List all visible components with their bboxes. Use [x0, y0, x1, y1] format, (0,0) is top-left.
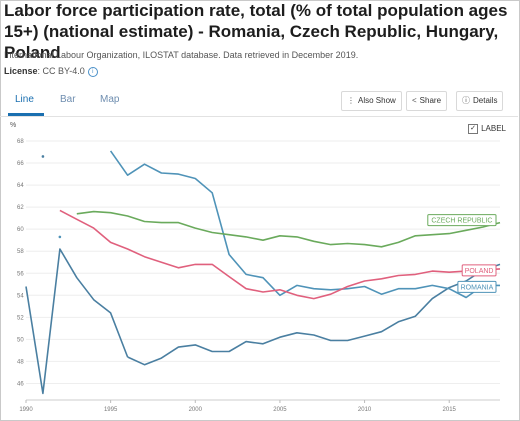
y-tick-label: 62: [17, 205, 24, 211]
y-tick-label: 52: [17, 315, 24, 321]
page-title: Labor force participation rate, total (%…: [4, 1, 508, 62]
also-show-button[interactable]: ⋮ Also Show: [341, 91, 402, 111]
chart-tabs: Line Bar Map ⋮ Also Show < Share ⓘ Details: [0, 86, 518, 117]
y-tick-label: 46: [17, 381, 24, 387]
y-tick-label: 68: [17, 139, 24, 145]
x-tick-label: 2005: [273, 407, 287, 413]
y-tick-label: 56: [17, 271, 24, 277]
more-vertical-icon: ⋮: [347, 96, 355, 105]
license-label: License: [4, 66, 38, 76]
line-chart: % 46 48 50 52 54 56 58 60 62 64 66 68 1990 1995 2000 200…: [10, 122, 501, 413]
label-toggle-text: LABEL: [481, 124, 506, 134]
series-label-poland: POLAND: [465, 268, 494, 275]
x-tick-label: 2000: [189, 407, 203, 413]
data-point-romania: [58, 235, 62, 239]
info-icon[interactable]: i: [87, 66, 98, 77]
also-show-label: Also Show: [358, 96, 396, 105]
data-source: International Labour Organization, ILOST…: [4, 50, 359, 60]
series-label-box-romania: [457, 280, 497, 293]
data-point-hungary: [41, 155, 45, 158]
details-button[interactable]: ⓘ Details: [456, 91, 504, 111]
details-label: Details: [473, 96, 498, 105]
active-tab-indicator: [8, 113, 44, 116]
license: License: CC BY-4.0 i: [4, 66, 98, 77]
y-tick-label: 64: [17, 183, 24, 189]
series-line-poland: [59, 209, 501, 300]
series-label-romania: ROMANIA: [461, 284, 494, 291]
series-label-box-czech: [427, 214, 497, 227]
series-line-czech: [76, 210, 501, 248]
y-axis-unit: %: [10, 122, 16, 129]
y-tick-label: 50: [17, 337, 24, 343]
y-tick-label: 60: [17, 227, 24, 233]
y-tick-label: 54: [17, 293, 24, 299]
share-button[interactable]: < Share: [406, 91, 448, 111]
x-tick-label: 2010: [358, 407, 372, 413]
y-tick-label: 66: [17, 161, 24, 167]
label-checkbox[interactable]: ✓: [468, 124, 479, 134]
x-tick-label: 1990: [19, 407, 33, 413]
series-line-hungary_early: [25, 248, 129, 395]
series-label-czech: CZECH REPUBLIC: [431, 218, 492, 225]
series-label-box-poland: [461, 264, 497, 277]
license-value[interactable]: : CC BY-4.0: [37, 66, 85, 76]
x-tick-label: 1995: [104, 407, 118, 413]
series-line-romania: [109, 150, 500, 299]
x-tick-label: 2015: [443, 407, 457, 413]
tab-bar[interactable]: Bar: [60, 94, 76, 105]
y-tick-label: 58: [17, 249, 24, 255]
label-toggle[interactable]: ✓ LABEL: [468, 124, 506, 134]
y-tick-label: 48: [17, 359, 24, 365]
share-label: Share: [419, 96, 442, 105]
share-icon: <: [412, 96, 417, 105]
series-line-hungary: [127, 263, 501, 366]
tab-map[interactable]: Map: [100, 94, 120, 105]
info-circle-icon: ⓘ: [462, 96, 470, 105]
tab-line[interactable]: Line: [15, 94, 34, 105]
